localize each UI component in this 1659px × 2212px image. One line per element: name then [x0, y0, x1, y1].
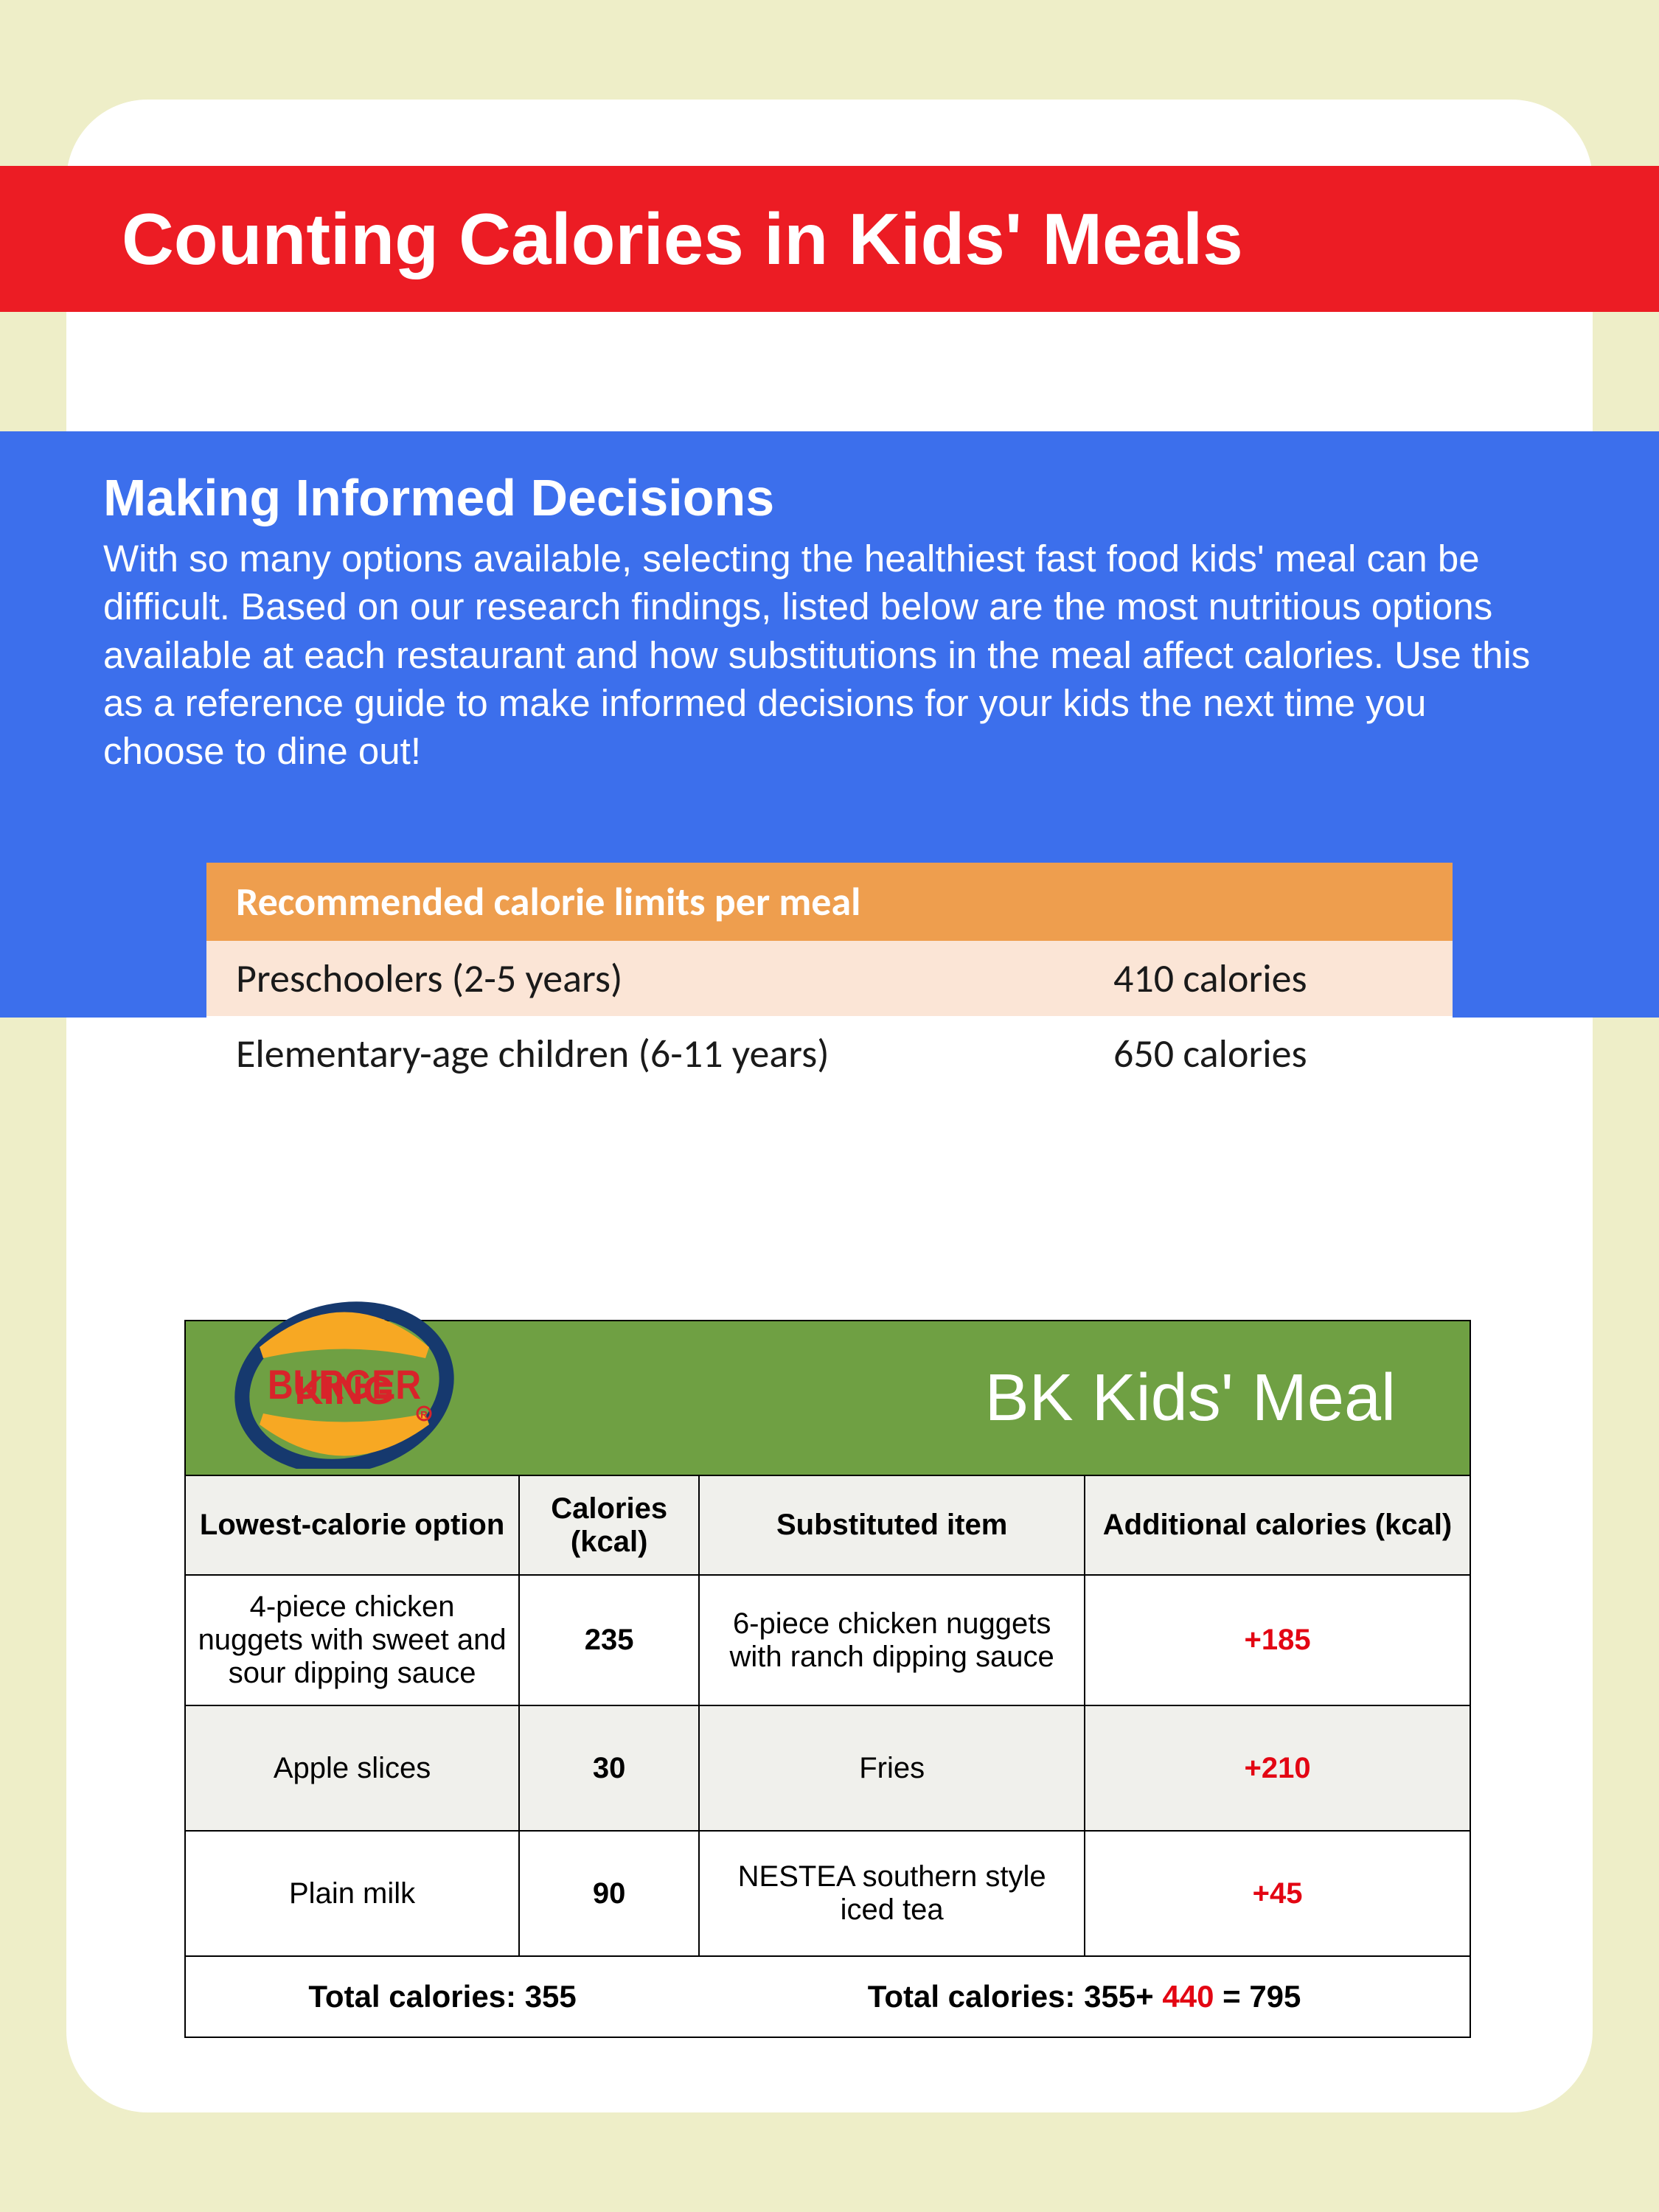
- total-left: Total calories: 355: [185, 1956, 699, 2037]
- table-row: Elementary-age children (6-11 years) 650…: [206, 1016, 1453, 1091]
- total-label: Total calories:: [308, 1979, 524, 2014]
- bk-nutrition-table: Lowest-calorie option Calories (kcal) Su…: [184, 1475, 1471, 2038]
- column-header: Substituted item: [699, 1475, 1085, 1575]
- additional-cell: +185: [1085, 1575, 1470, 1705]
- svg-text:R: R: [420, 1409, 428, 1420]
- additional-cell: +45: [1085, 1831, 1470, 1956]
- table-row: Plain milk 90 NESTEA southern style iced…: [185, 1831, 1470, 1956]
- bk-title: BK Kids' Meal: [985, 1360, 1396, 1436]
- calorie-limits-table: Recommended calorie limits per meal Pres…: [206, 863, 1453, 1091]
- svg-text:KING: KING: [295, 1368, 394, 1413]
- table-row: Apple slices 30 Fries +210: [185, 1705, 1470, 1831]
- total-add: 440: [1162, 1979, 1214, 2014]
- calorie-limit: 410 calories: [1113, 954, 1423, 1003]
- total-result: = 795: [1214, 1979, 1301, 2014]
- calorie-limit: 650 calories: [1113, 1029, 1423, 1078]
- column-header: Calories (kcal): [519, 1475, 699, 1575]
- option-cell: Plain milk: [185, 1831, 519, 1956]
- calories-cell: 30: [519, 1705, 699, 1831]
- additional-cell: +210: [1085, 1705, 1470, 1831]
- total-base: 355+: [1084, 1979, 1162, 2014]
- option-cell: Apple slices: [185, 1705, 519, 1831]
- substitute-cell: Fries: [699, 1705, 1085, 1831]
- age-group: Elementary-age children (6-11 years): [236, 1029, 1113, 1078]
- total-value: 355: [525, 1979, 577, 2014]
- calories-cell: 235: [519, 1575, 699, 1705]
- age-group: Preschoolers (2-5 years): [236, 954, 1113, 1003]
- burger-king-logo-icon: BURGER KING R: [230, 1270, 459, 1469]
- title-banner: Counting Calories in Kids' Meals: [0, 166, 1659, 312]
- intro-heading: Making Informed Decisions: [103, 468, 1556, 527]
- bk-header: BURGER KING R BK Kids' Meal: [184, 1320, 1471, 1475]
- column-header: Additional calories (kcal): [1085, 1475, 1470, 1575]
- table-row: Preschoolers (2-5 years) 410 calories: [206, 941, 1453, 1016]
- table-row: 4-piece chicken nuggets with sweet and s…: [185, 1575, 1470, 1705]
- column-header: Lowest-calorie option: [185, 1475, 519, 1575]
- substitute-cell: 6-piece chicken nuggets with ranch dippi…: [699, 1575, 1085, 1705]
- limits-header: Recommended calorie limits per meal: [206, 863, 1453, 941]
- intro-body: With so many options available, selectin…: [103, 535, 1556, 775]
- substitute-cell: NESTEA southern style iced tea: [699, 1831, 1085, 1956]
- option-cell: 4-piece chicken nuggets with sweet and s…: [185, 1575, 519, 1705]
- table-header-row: Lowest-calorie option Calories (kcal) Su…: [185, 1475, 1470, 1575]
- total-label: Total calories:: [868, 1979, 1084, 2014]
- page-title: Counting Calories in Kids' Meals: [122, 198, 1243, 281]
- totals-row: Total calories: 355 Total calories: 355+…: [185, 1956, 1470, 2037]
- calories-cell: 90: [519, 1831, 699, 1956]
- bk-meal-section: BURGER KING R BK Kids' Meal Lowest-calor…: [184, 1320, 1471, 2038]
- total-right: Total calories: 355+ 440 = 795: [699, 1956, 1470, 2037]
